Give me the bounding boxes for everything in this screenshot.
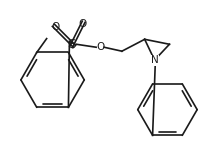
Text: O: O xyxy=(96,42,104,52)
Text: S: S xyxy=(69,38,76,51)
Text: O: O xyxy=(78,19,87,29)
Text: N: N xyxy=(151,55,159,65)
Text: O: O xyxy=(52,22,60,32)
